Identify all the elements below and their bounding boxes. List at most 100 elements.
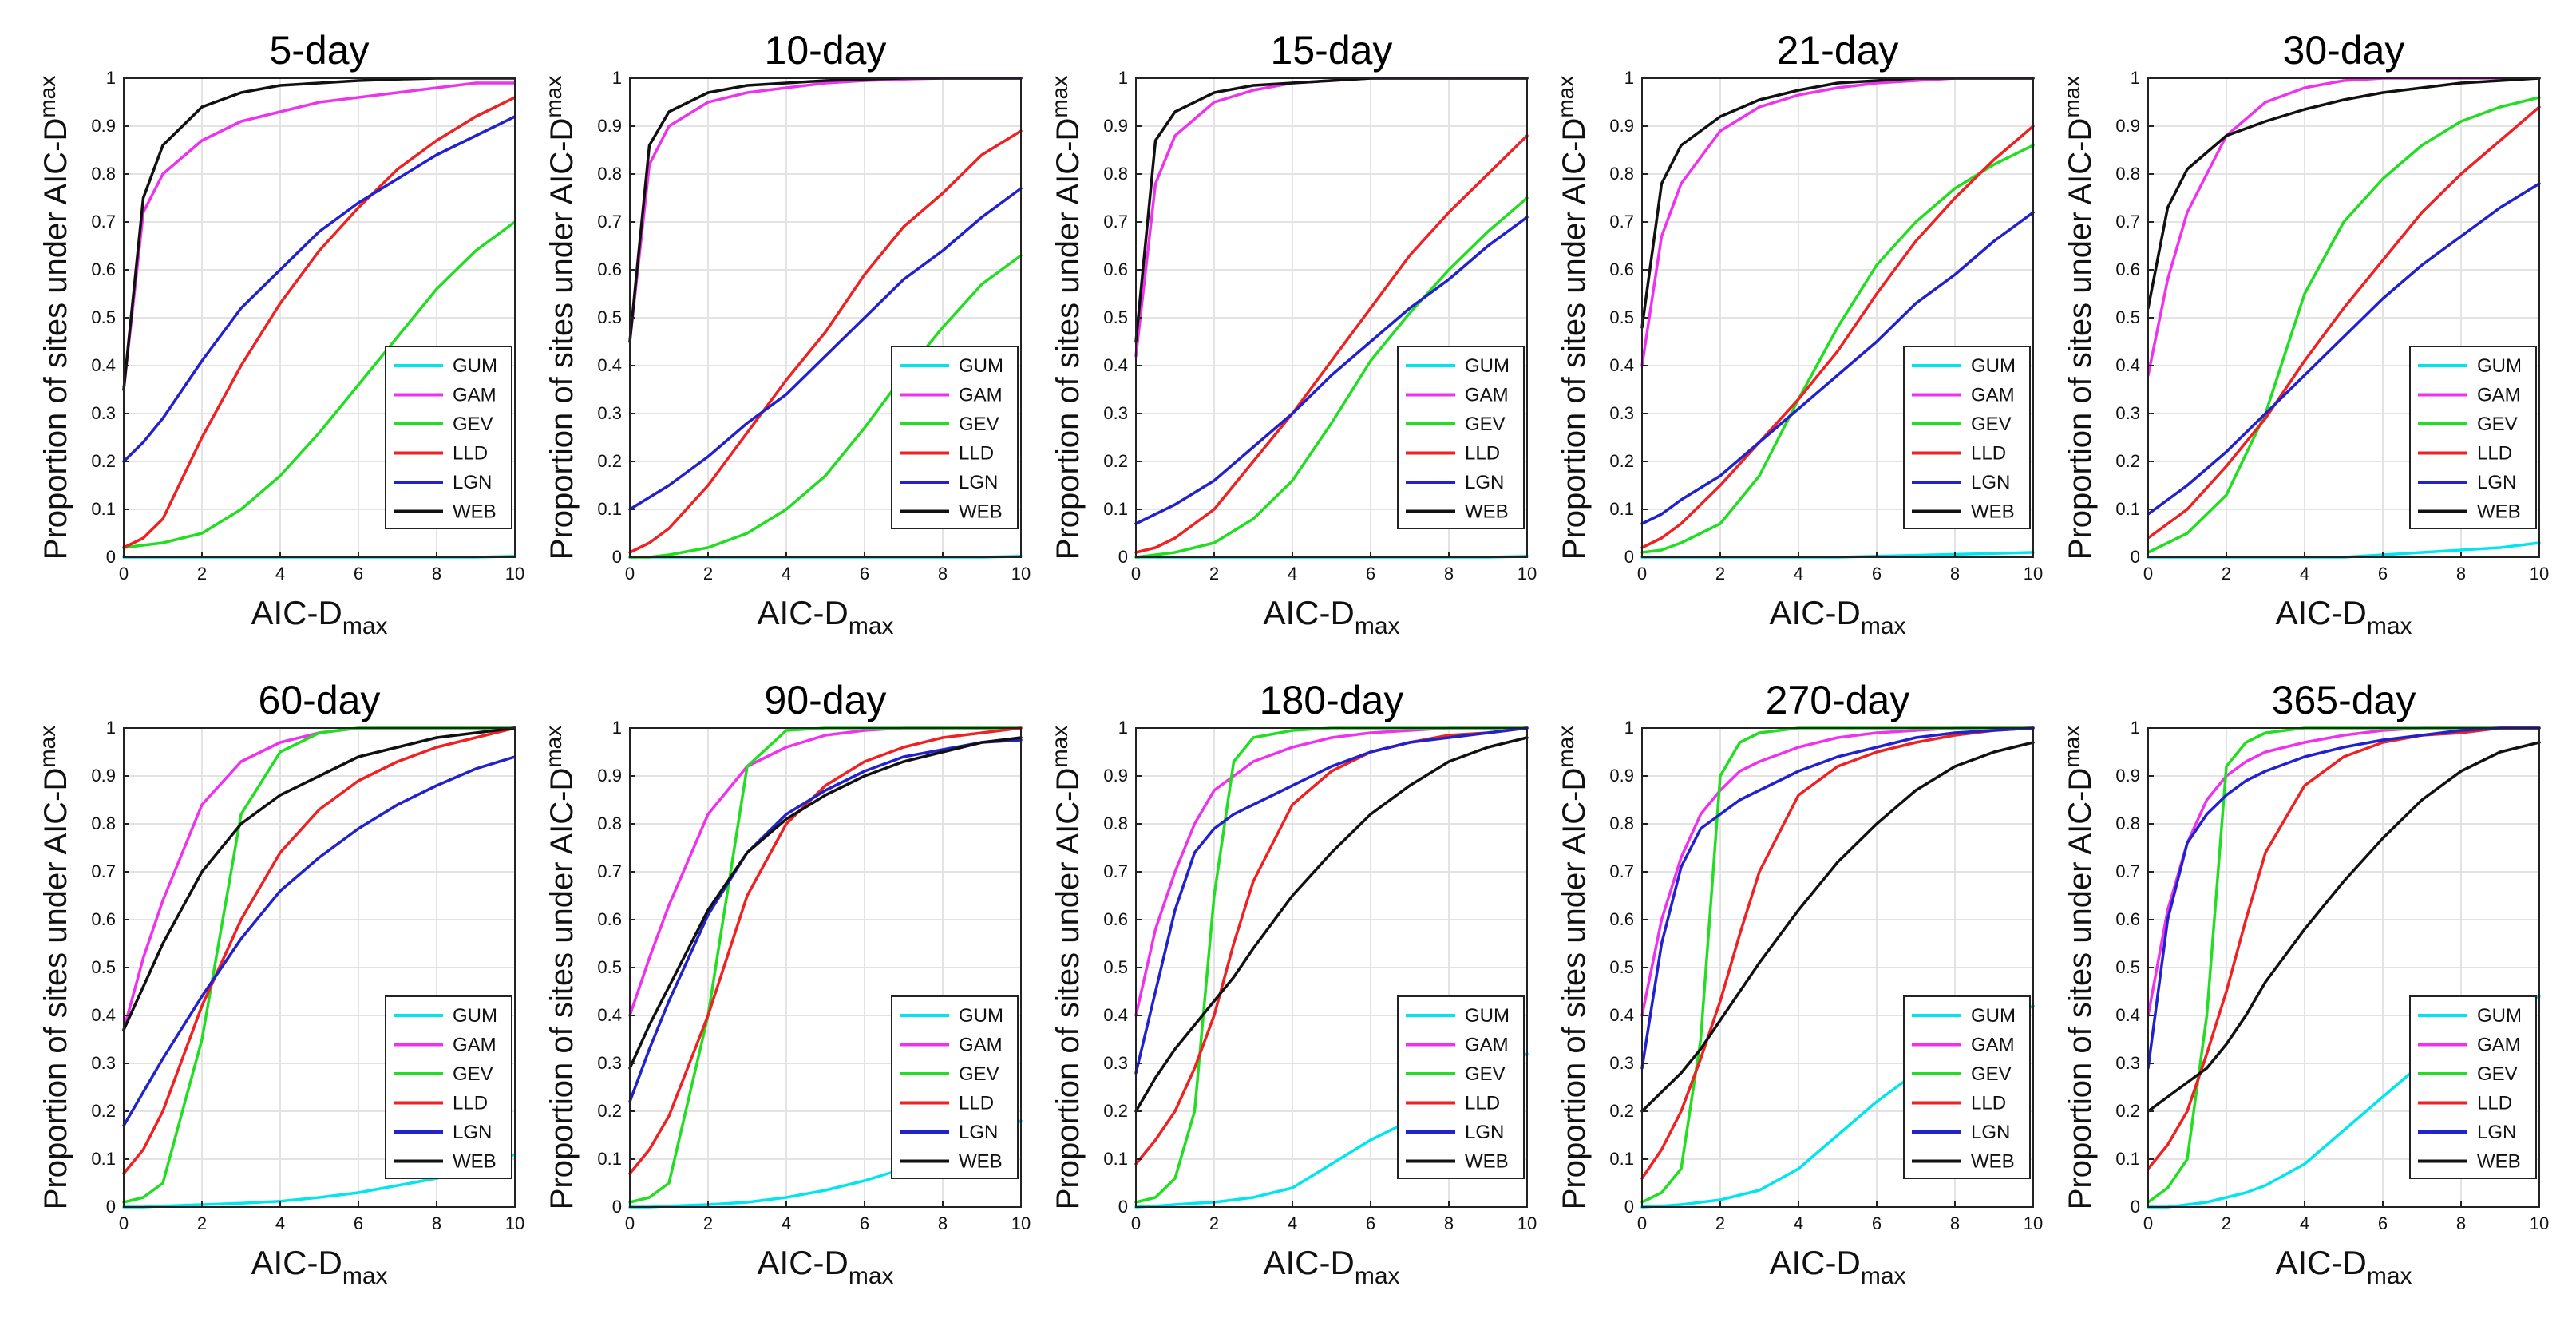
tick-label-y: 0.2 xyxy=(1103,451,1128,471)
legend: GUM GAM GEV LLD LGN WEB xyxy=(891,995,1019,1179)
legend: GUM GAM GEV LLD LGN WEB xyxy=(385,346,512,529)
tick-label-y: 0.6 xyxy=(1103,909,1128,929)
legend-label-GAM: GAM xyxy=(1465,1035,1509,1056)
tick-label-y: 0.5 xyxy=(2115,307,2140,327)
legend-box xyxy=(891,995,1019,1179)
legend-box xyxy=(2409,346,2537,529)
tick-label-y: 0.8 xyxy=(91,813,116,833)
tick-label-y: 0.4 xyxy=(597,1005,622,1025)
legend-label-WEB: WEB xyxy=(959,1151,1003,1173)
tick-label-y: 0.8 xyxy=(597,164,622,184)
x-axis-label: AIC-Dmax xyxy=(2275,1244,2412,1289)
legend-box xyxy=(1397,995,1525,1179)
series-line-LGN xyxy=(2147,182,2541,516)
y-axis-label: Proportion of sites under AIC-Dmax xyxy=(1047,726,1086,1210)
tick-label-x: 4 xyxy=(1794,1213,1803,1233)
tick-label-x: 6 xyxy=(2378,1213,2388,1233)
legend-label-WEB: WEB xyxy=(453,1151,497,1173)
tick-label-y: 0.3 xyxy=(2115,403,2140,423)
tick-label-y: 0.2 xyxy=(597,451,622,471)
series-line-LLD xyxy=(2147,726,2541,1170)
tick-label-y: 0.2 xyxy=(91,451,116,471)
tick-label-y: 0.4 xyxy=(2115,355,2140,375)
tick-label-y: 0 xyxy=(106,1197,116,1217)
legend-label-GUM: GUM xyxy=(1465,1005,1510,1027)
legend-label-LLD: LLD xyxy=(959,1093,994,1114)
tick-label-x: 2 xyxy=(197,564,207,584)
tick-label-y: 0.5 xyxy=(1609,957,1634,977)
tick-label-y: 0.8 xyxy=(1609,813,1634,833)
tick-label-y: 0.1 xyxy=(1609,1149,1634,1169)
legend-label-LLD: LLD xyxy=(453,1093,488,1114)
series-line-GAM xyxy=(2147,77,2541,377)
tick-label-x: 10 xyxy=(1011,564,1031,584)
series-line-LLD xyxy=(1134,134,1529,554)
tick-label-x: 8 xyxy=(1444,564,1454,584)
series-line-LGN xyxy=(2147,726,2541,1070)
tick-label-y: 0.9 xyxy=(91,766,116,786)
tick-label-x: 8 xyxy=(1444,1213,1454,1233)
subplot-365-day: 00.10.20.30.40.50.60.70.80.910 2 4 6 8 10365-… xyxy=(2060,678,2549,1289)
tick-label-x: 0 xyxy=(119,564,129,584)
series-line-GAM xyxy=(628,77,1023,343)
legend-label-LGN: LGN xyxy=(1465,472,1504,493)
x-axis-label: AIC-Dmax xyxy=(2275,594,2412,639)
series-line-GAM xyxy=(1134,77,1529,358)
tick-label-y: 0.9 xyxy=(1103,766,1128,786)
tick-label-x: 0 xyxy=(625,1213,635,1233)
tick-label-y: 1 xyxy=(1624,68,1634,88)
tick-label-y: 0.9 xyxy=(597,116,622,136)
legend: GUM GAM GEV LLD LGN WEB xyxy=(1903,995,2031,1179)
subplot-title: 10-day xyxy=(765,28,887,73)
legend: GUM GAM GEV LLD LGN WEB xyxy=(2409,995,2537,1179)
legend-label-LLD: LLD xyxy=(453,443,488,465)
x-axis-label: AIC-Dmax xyxy=(1263,594,1399,639)
series-line-WEB xyxy=(1640,741,2035,1113)
tick-label-y: 0.2 xyxy=(2115,451,2140,471)
tick-label-y: 0.8 xyxy=(597,813,622,833)
legend-label-WEB: WEB xyxy=(959,501,1003,523)
tick-label-x: 2 xyxy=(2222,1213,2231,1233)
legend-label-GEV: GEV xyxy=(1465,414,1506,435)
y-axis-label: Proportion of sites under AIC-Dmax xyxy=(35,726,73,1210)
series-line-LLD xyxy=(1640,726,2035,1180)
tick-label-x: 0 xyxy=(119,1213,129,1233)
tick-label-x: 8 xyxy=(938,564,948,584)
y-axis-label: Proportion of sites under AIC-Dmax xyxy=(541,76,580,560)
legend-label-LLD: LLD xyxy=(1971,1093,2006,1114)
tick-label-y: 0.5 xyxy=(1103,957,1128,977)
series-line-GEV xyxy=(1640,144,2035,554)
tick-label-y: 0.2 xyxy=(1103,1101,1128,1121)
legend-label-LLD: LLD xyxy=(1465,443,1500,465)
tick-label-y: 0.2 xyxy=(1609,1101,1634,1121)
series-line-LLD xyxy=(122,726,516,1175)
legend-label-GAM: GAM xyxy=(453,385,497,406)
legend-box xyxy=(1397,346,1525,529)
legend-label-GUM: GUM xyxy=(2477,355,2522,377)
tick-label-y: 0.8 xyxy=(1103,164,1128,184)
tick-label-y: 0.9 xyxy=(1609,766,1634,786)
subplot-title: 365-day xyxy=(2272,678,2416,722)
legend: GUM GAM GEV LLD LGN WEB xyxy=(1397,995,1525,1179)
tick-label-y: 0.8 xyxy=(2115,164,2140,184)
legend-label-GAM: GAM xyxy=(2477,1035,2521,1056)
tick-label-y: 0.4 xyxy=(1609,355,1634,375)
legend-label-LGN: LGN xyxy=(1465,1122,1504,1143)
tick-label-y: 0.9 xyxy=(91,116,116,136)
legend-box xyxy=(1903,995,2031,1179)
subplot-5-day: 00.10.20.30.40.50.60.70.80.910 2 4 6 8 105-da… xyxy=(35,28,524,639)
legend: GUM GAM GEV LLD LGN WEB xyxy=(2409,346,2537,529)
tick-label-y: 0.7 xyxy=(597,861,622,881)
x-axis-label: AIC-Dmax xyxy=(1769,1244,1905,1289)
tick-label-x: 10 xyxy=(1011,1213,1031,1233)
tick-label-x: 8 xyxy=(432,1213,441,1233)
legend-label-LGN: LGN xyxy=(453,1122,492,1143)
tick-label-y: 0.3 xyxy=(597,403,622,423)
tick-label-y: 0.8 xyxy=(91,164,116,184)
tick-label-y: 1 xyxy=(612,718,622,738)
tick-label-y: 0.6 xyxy=(597,259,622,279)
legend-label-GUM: GUM xyxy=(1971,1005,2016,1027)
tick-label-y: 0.3 xyxy=(91,1053,116,1073)
tick-label-y: 0.2 xyxy=(597,1101,622,1121)
legend: GUM GAM GEV LLD LGN WEB xyxy=(385,995,512,1179)
